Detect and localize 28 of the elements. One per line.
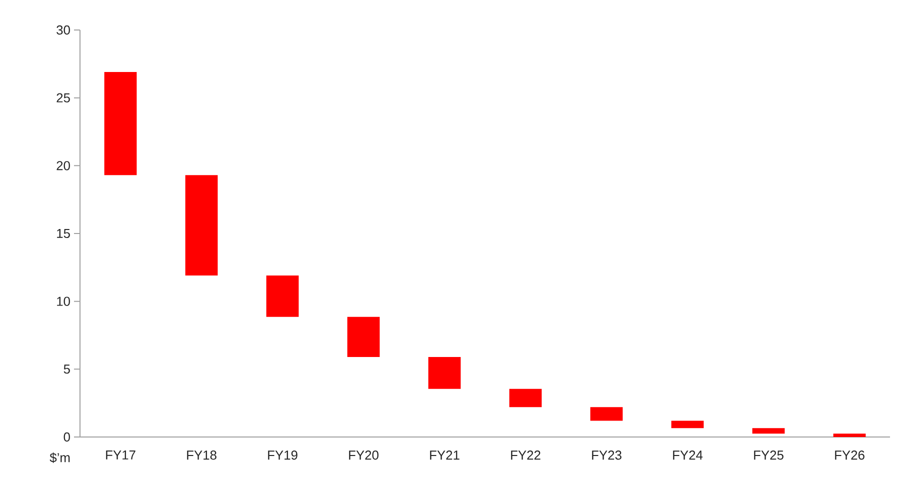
bar xyxy=(185,175,218,276)
bar xyxy=(752,428,785,434)
bar xyxy=(104,72,137,176)
x-tick-label: FY25 xyxy=(754,450,784,460)
y-tick-label: 0 xyxy=(64,432,70,442)
x-tick-label: FY26 xyxy=(835,450,864,460)
x-tick-label: FY17 xyxy=(106,450,136,460)
bar xyxy=(671,420,704,428)
x-tick-label: FY18 xyxy=(187,450,216,460)
bar xyxy=(509,388,542,408)
y-tick-label: 10 xyxy=(57,296,70,306)
x-tick-label: FY23 xyxy=(592,450,622,460)
x-tick-label: FY21 xyxy=(430,450,460,460)
bar xyxy=(590,407,623,421)
y-tick-label: 20 xyxy=(56,161,70,170)
y-tick-label: 25 xyxy=(56,93,70,102)
x-tick-label: FY20 xyxy=(349,450,378,460)
bar xyxy=(266,276,299,317)
bar xyxy=(428,356,461,389)
bar xyxy=(833,434,866,437)
y-tick-label: 30 xyxy=(56,25,70,35)
y-tick-label: 5 xyxy=(64,364,70,374)
x-tick-label: FY19 xyxy=(268,450,298,460)
bar xyxy=(347,316,380,357)
x-tick-label: FY22 xyxy=(511,450,540,460)
y-axis-title: $’m xyxy=(50,452,70,463)
x-tick-label: FY24 xyxy=(673,450,703,460)
y-tick-label: 15 xyxy=(57,228,70,238)
